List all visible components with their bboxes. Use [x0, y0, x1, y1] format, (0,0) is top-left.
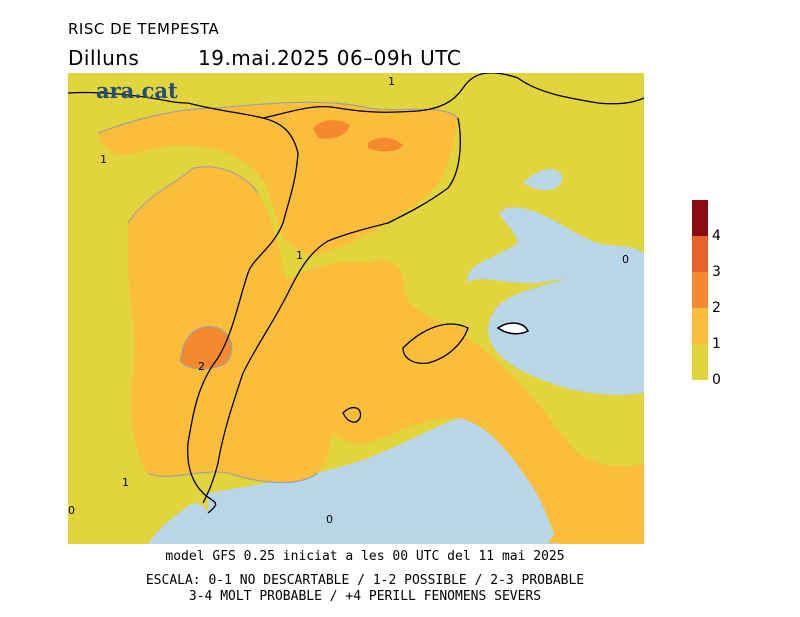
legend-label-1: 1 [712, 336, 721, 352]
risk-zone-level2-north [313, 120, 350, 139]
legend-label-4: 4 [712, 228, 721, 244]
border-line [202, 117, 461, 504]
contour-label: 1 [122, 476, 129, 489]
risk-zone-level1-central [268, 259, 644, 544]
forecast-day: Dilluns [68, 46, 140, 70]
forecast-date-time: 19.mai.2025 06–09h UTC [198, 46, 462, 70]
contour-label: 0 [326, 513, 333, 526]
border-line [262, 73, 519, 119]
risk-zone-level1-southeast [548, 471, 644, 544]
island-border [342, 406, 362, 423]
storm-risk-map: 1 1 1 2 1 0 0 0 [68, 73, 644, 544]
risk-zone-level1-west [128, 166, 334, 483]
contour-label: 1 [296, 249, 303, 262]
island-white [496, 322, 530, 335]
legend-swatch-level1 [692, 308, 708, 344]
scale-description-2: 3-4 MOLT PROBABLE / +4 PERILL FENOMENS S… [188, 589, 542, 604]
contour-label: 1 [388, 75, 395, 88]
scale-description-1: ESCALA: 0-1 NO DESCARTABLE / 1-2 POSSIBL… [145, 573, 585, 588]
risk-zone-level1-isle [403, 324, 468, 364]
border-line [68, 91, 189, 104]
border-line [187, 102, 299, 514]
contour-line [179, 326, 233, 370]
contour-line [127, 166, 259, 224]
legend-swatch-level3 [692, 236, 708, 272]
contour-line [147, 471, 319, 483]
sea-area-south [208, 413, 558, 544]
legend-label-3: 3 [712, 264, 721, 280]
risk-zone-level2-northeast [368, 137, 403, 152]
sea-area-north [523, 168, 563, 191]
sea-area-east [467, 207, 644, 395]
risk-legend: 4 3 2 1 0 [692, 200, 732, 390]
chart-title: RISC DE TEMPESTA [68, 20, 220, 38]
model-info: model GFS 0.25 iniciat a les 00 UTC del … [165, 549, 565, 564]
island-border [402, 323, 469, 364]
sea-area-west [148, 503, 213, 544]
risk-zone-level1-north [98, 102, 458, 255]
contour-label: 2 [198, 360, 205, 373]
contour-line [97, 101, 459, 134]
legend-swatch-level4 [692, 200, 708, 236]
ara-cat-logo: ara.cat [96, 78, 178, 103]
legend-label-2: 2 [712, 300, 721, 316]
border-line [517, 77, 644, 105]
legend-swatch-level0 [692, 344, 708, 380]
contour-label: 0 [68, 504, 75, 517]
legend-label-0: 0 [712, 372, 721, 388]
legend-swatch-level2 [692, 272, 708, 308]
contour-label: 0 [622, 253, 629, 266]
contour-label: 1 [100, 153, 107, 166]
risk-zone-level2-west [180, 326, 232, 369]
